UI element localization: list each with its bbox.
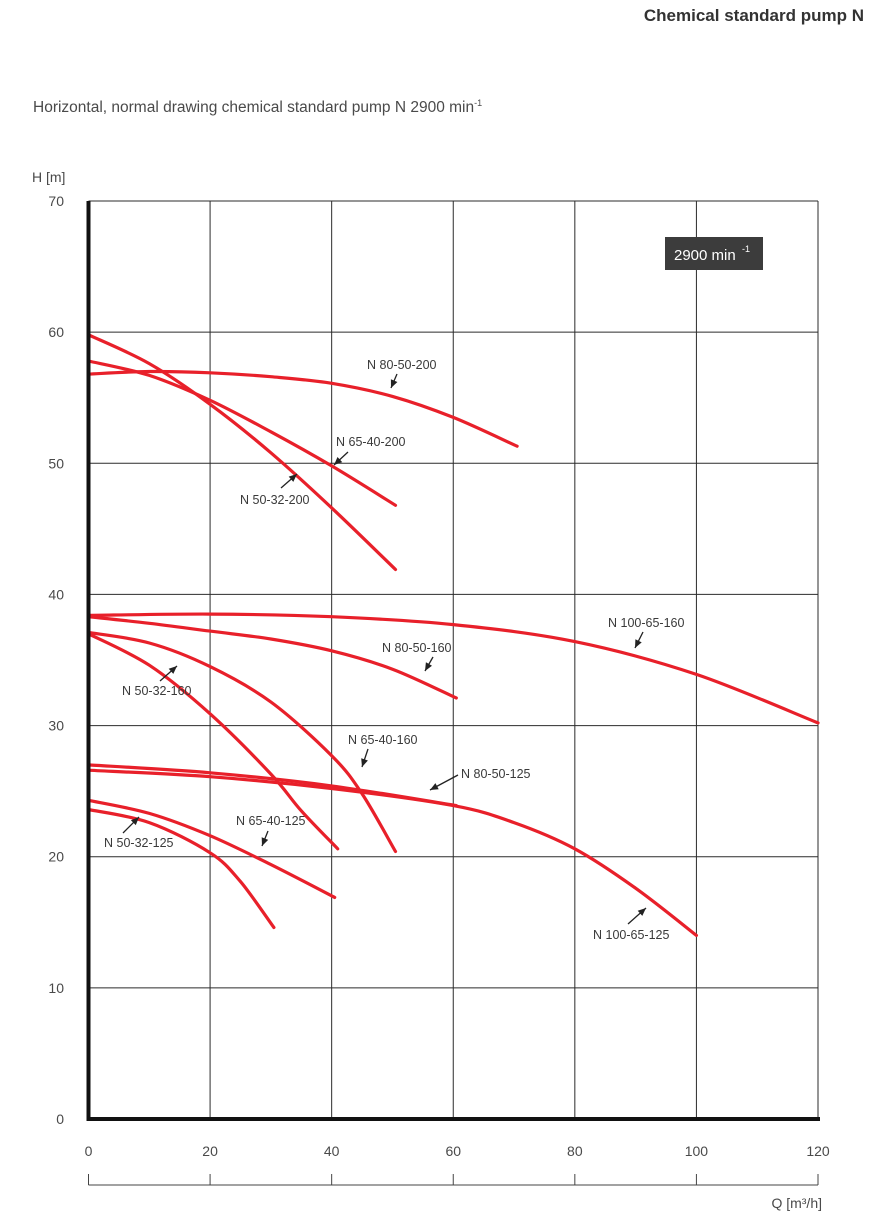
y-tick-label: 30	[48, 718, 64, 734]
arrowhead-n-50-32-200	[288, 474, 297, 482]
y-tick-label: 40	[48, 586, 64, 602]
label-n-80-50-200: N 80-50-200	[367, 358, 437, 372]
x-tick-label: 20	[202, 1143, 218, 1159]
label-n-50-32-125: N 50-32-125	[104, 836, 174, 850]
curve-n-80-50-200	[86, 369, 519, 448]
x-tick-label: 60	[445, 1143, 461, 1159]
label-n-65-40-125: N 65-40-125	[236, 814, 306, 828]
arrowhead-n-50-32-160	[168, 666, 177, 674]
badge-background	[665, 237, 763, 270]
curves-layer	[86, 333, 820, 937]
label-n-80-50-160: N 80-50-160	[382, 641, 452, 655]
arrowhead-n-65-40-160	[361, 758, 368, 767]
y-tick-label: 60	[48, 324, 64, 340]
tick-labels: 0 10 20 30 40 50 60 70 0 20 40 60 80 100 120 H [m] Q [m³…	[32, 169, 830, 1211]
curve-n-50-32-125	[86, 807, 276, 930]
curve-n-80-50-125	[86, 763, 458, 808]
y-tick-label: 70	[48, 193, 64, 209]
subtitle-text: Horizontal, normal drawing chemical stan…	[33, 99, 475, 117]
y-axis-title: H [m]	[32, 169, 65, 185]
label-n-65-40-160: N 65-40-160	[348, 733, 418, 747]
label-n-80-50-125: N 80-50-125	[461, 767, 531, 781]
speed-badge: 2900 min -1	[665, 237, 763, 270]
curve-n-100-65-160	[86, 612, 820, 725]
curve-n-65-40-200	[86, 359, 398, 507]
badge-superscript: -1	[742, 244, 750, 254]
label-n-100-65-125: N 100-65-125	[593, 928, 669, 942]
curve-n-50-32-160	[86, 632, 340, 851]
arrowhead-n-100-65-160	[635, 639, 642, 648]
y-tick-label: 0	[56, 1111, 64, 1127]
arrowhead-n-50-32-125	[130, 817, 139, 826]
label-n-50-32-160: N 50-32-160	[122, 684, 192, 698]
label-n-100-65-160: N 100-65-160	[608, 616, 684, 630]
badge-text: 2900 min	[674, 247, 736, 264]
y-tick-label: 50	[48, 455, 64, 471]
arrowhead-n-80-50-200	[390, 379, 398, 388]
x-tick-label: 120	[806, 1143, 830, 1159]
document-title: Chemical standard pump N	[643, 6, 864, 25]
grid-lines	[88, 200, 819, 1119]
y-tick-label: 10	[48, 980, 64, 996]
arrowhead-n-65-40-200	[334, 457, 343, 465]
label-n-65-40-200: N 65-40-200	[336, 435, 406, 449]
curve-n-65-40-125	[86, 798, 337, 899]
arrowhead-n-65-40-125	[261, 837, 269, 846]
chart-subtitle: Horizontal, normal drawing chemical stan…	[33, 98, 482, 117]
arrowhead-n-80-50-160	[425, 662, 432, 671]
subtitle-superscript: -1	[474, 98, 483, 108]
x-tick-label: 80	[567, 1143, 583, 1159]
x-tick-label: 100	[685, 1143, 709, 1159]
axes-layer	[86, 201, 820, 1186]
x-axis-title: Q [m³/h]	[771, 1195, 822, 1211]
arrowhead-n-100-65-125	[637, 908, 646, 916]
x-tick-label: 40	[324, 1143, 340, 1159]
curve-n-100-65-125	[86, 768, 698, 937]
label-n-50-32-200: N 50-32-200	[240, 493, 310, 507]
curve-labels: N 80-50-200 N 65-40-200 N 50-32-200 N 100-6…	[104, 358, 684, 942]
arrowhead-n-80-50-125	[430, 783, 439, 790]
curve-n-50-32-200	[86, 333, 398, 572]
y-tick-label: 20	[48, 849, 64, 865]
curve-n-80-50-160	[86, 615, 458, 700]
x-tick-label: 0	[85, 1143, 93, 1159]
